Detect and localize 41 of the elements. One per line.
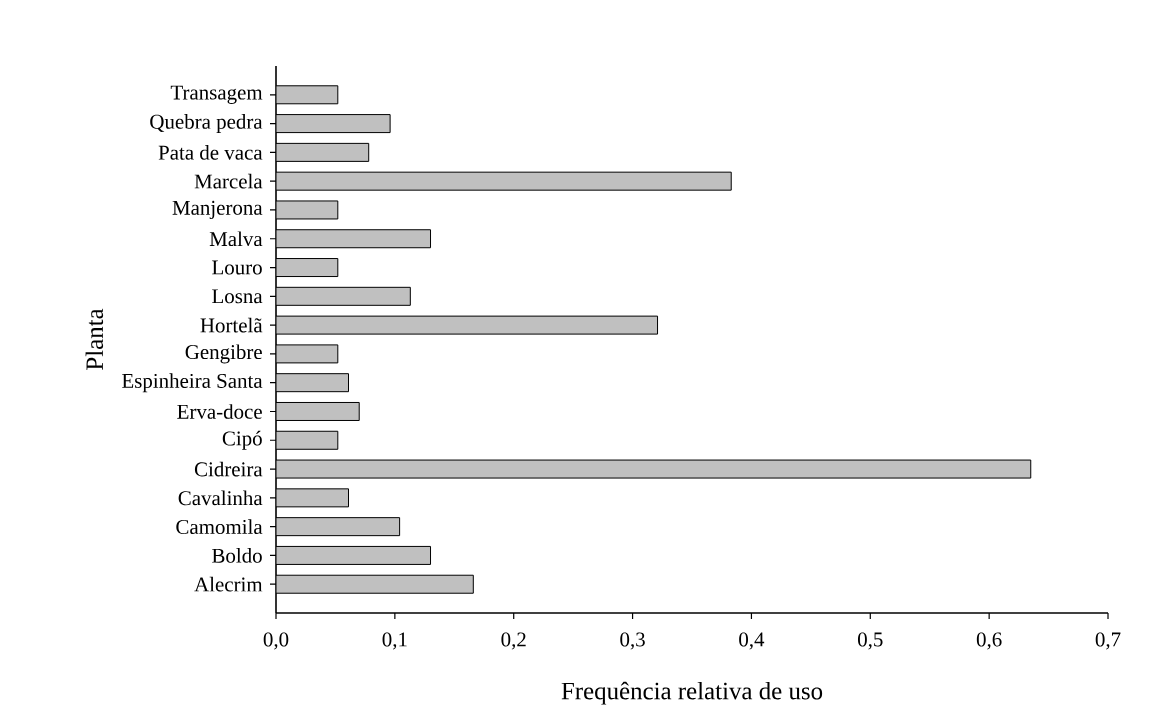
y-tick-label: Manjerona (172, 200, 263, 220)
y-tick-label: Gengibre (185, 344, 262, 364)
x-tick-label: 0,6 (976, 632, 1002, 650)
y-tick-label: Boldo (212, 548, 262, 563)
y-tick-label: Malva (209, 231, 263, 247)
y-tick-label: Alecrim (194, 576, 263, 592)
bar (276, 286, 411, 306)
y-tick-label: Quebra pedra (150, 114, 263, 134)
x-tick-label: 0,0 (263, 632, 289, 650)
y-tick-label: Marcela (194, 173, 263, 189)
x-tick-label: 0,1 (382, 632, 407, 650)
bar (276, 373, 350, 393)
y-tick-label: Camomila (176, 519, 263, 535)
y-tick-label: Cavalinha (178, 490, 263, 506)
bar (276, 229, 432, 249)
y-tick-label: Erva-doce (177, 404, 262, 419)
y-tick-label: Losna (212, 289, 263, 304)
bar (276, 401, 360, 421)
bar (276, 258, 339, 278)
bar (276, 517, 401, 537)
x-tick-label: 0,4 (739, 632, 765, 650)
bar (276, 114, 391, 134)
x-tick-label: 0,7 (1095, 632, 1121, 650)
y-tick-label: Pata de vaca (158, 145, 263, 160)
bar (276, 574, 474, 594)
x-axis-title: Frequência relativa de uso (561, 681, 823, 705)
x-tick-label: 0,5 (858, 632, 883, 650)
y-tick-label: Hortelã (200, 317, 263, 333)
x-tick-label: 0,2 (501, 632, 526, 650)
y-tick-label: Cipó (222, 430, 262, 450)
bar (276, 171, 732, 191)
y-tick-label: Transagem (170, 85, 263, 104)
y-tick-label: Louro (212, 260, 262, 275)
bar (276, 85, 339, 105)
bar (276, 545, 432, 565)
bar (276, 430, 339, 450)
y-tick-label: Cidreira (194, 461, 263, 477)
bar (276, 142, 370, 162)
y-tick-label: Espinheira Santa (122, 373, 263, 393)
x-tick-label: 0,3 (620, 632, 645, 650)
y-axis-title: Planta (85, 308, 104, 370)
